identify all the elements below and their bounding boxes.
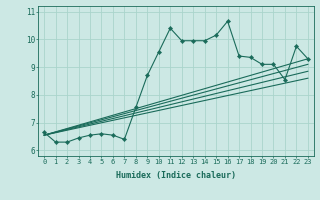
X-axis label: Humidex (Indice chaleur): Humidex (Indice chaleur) (116, 171, 236, 180)
